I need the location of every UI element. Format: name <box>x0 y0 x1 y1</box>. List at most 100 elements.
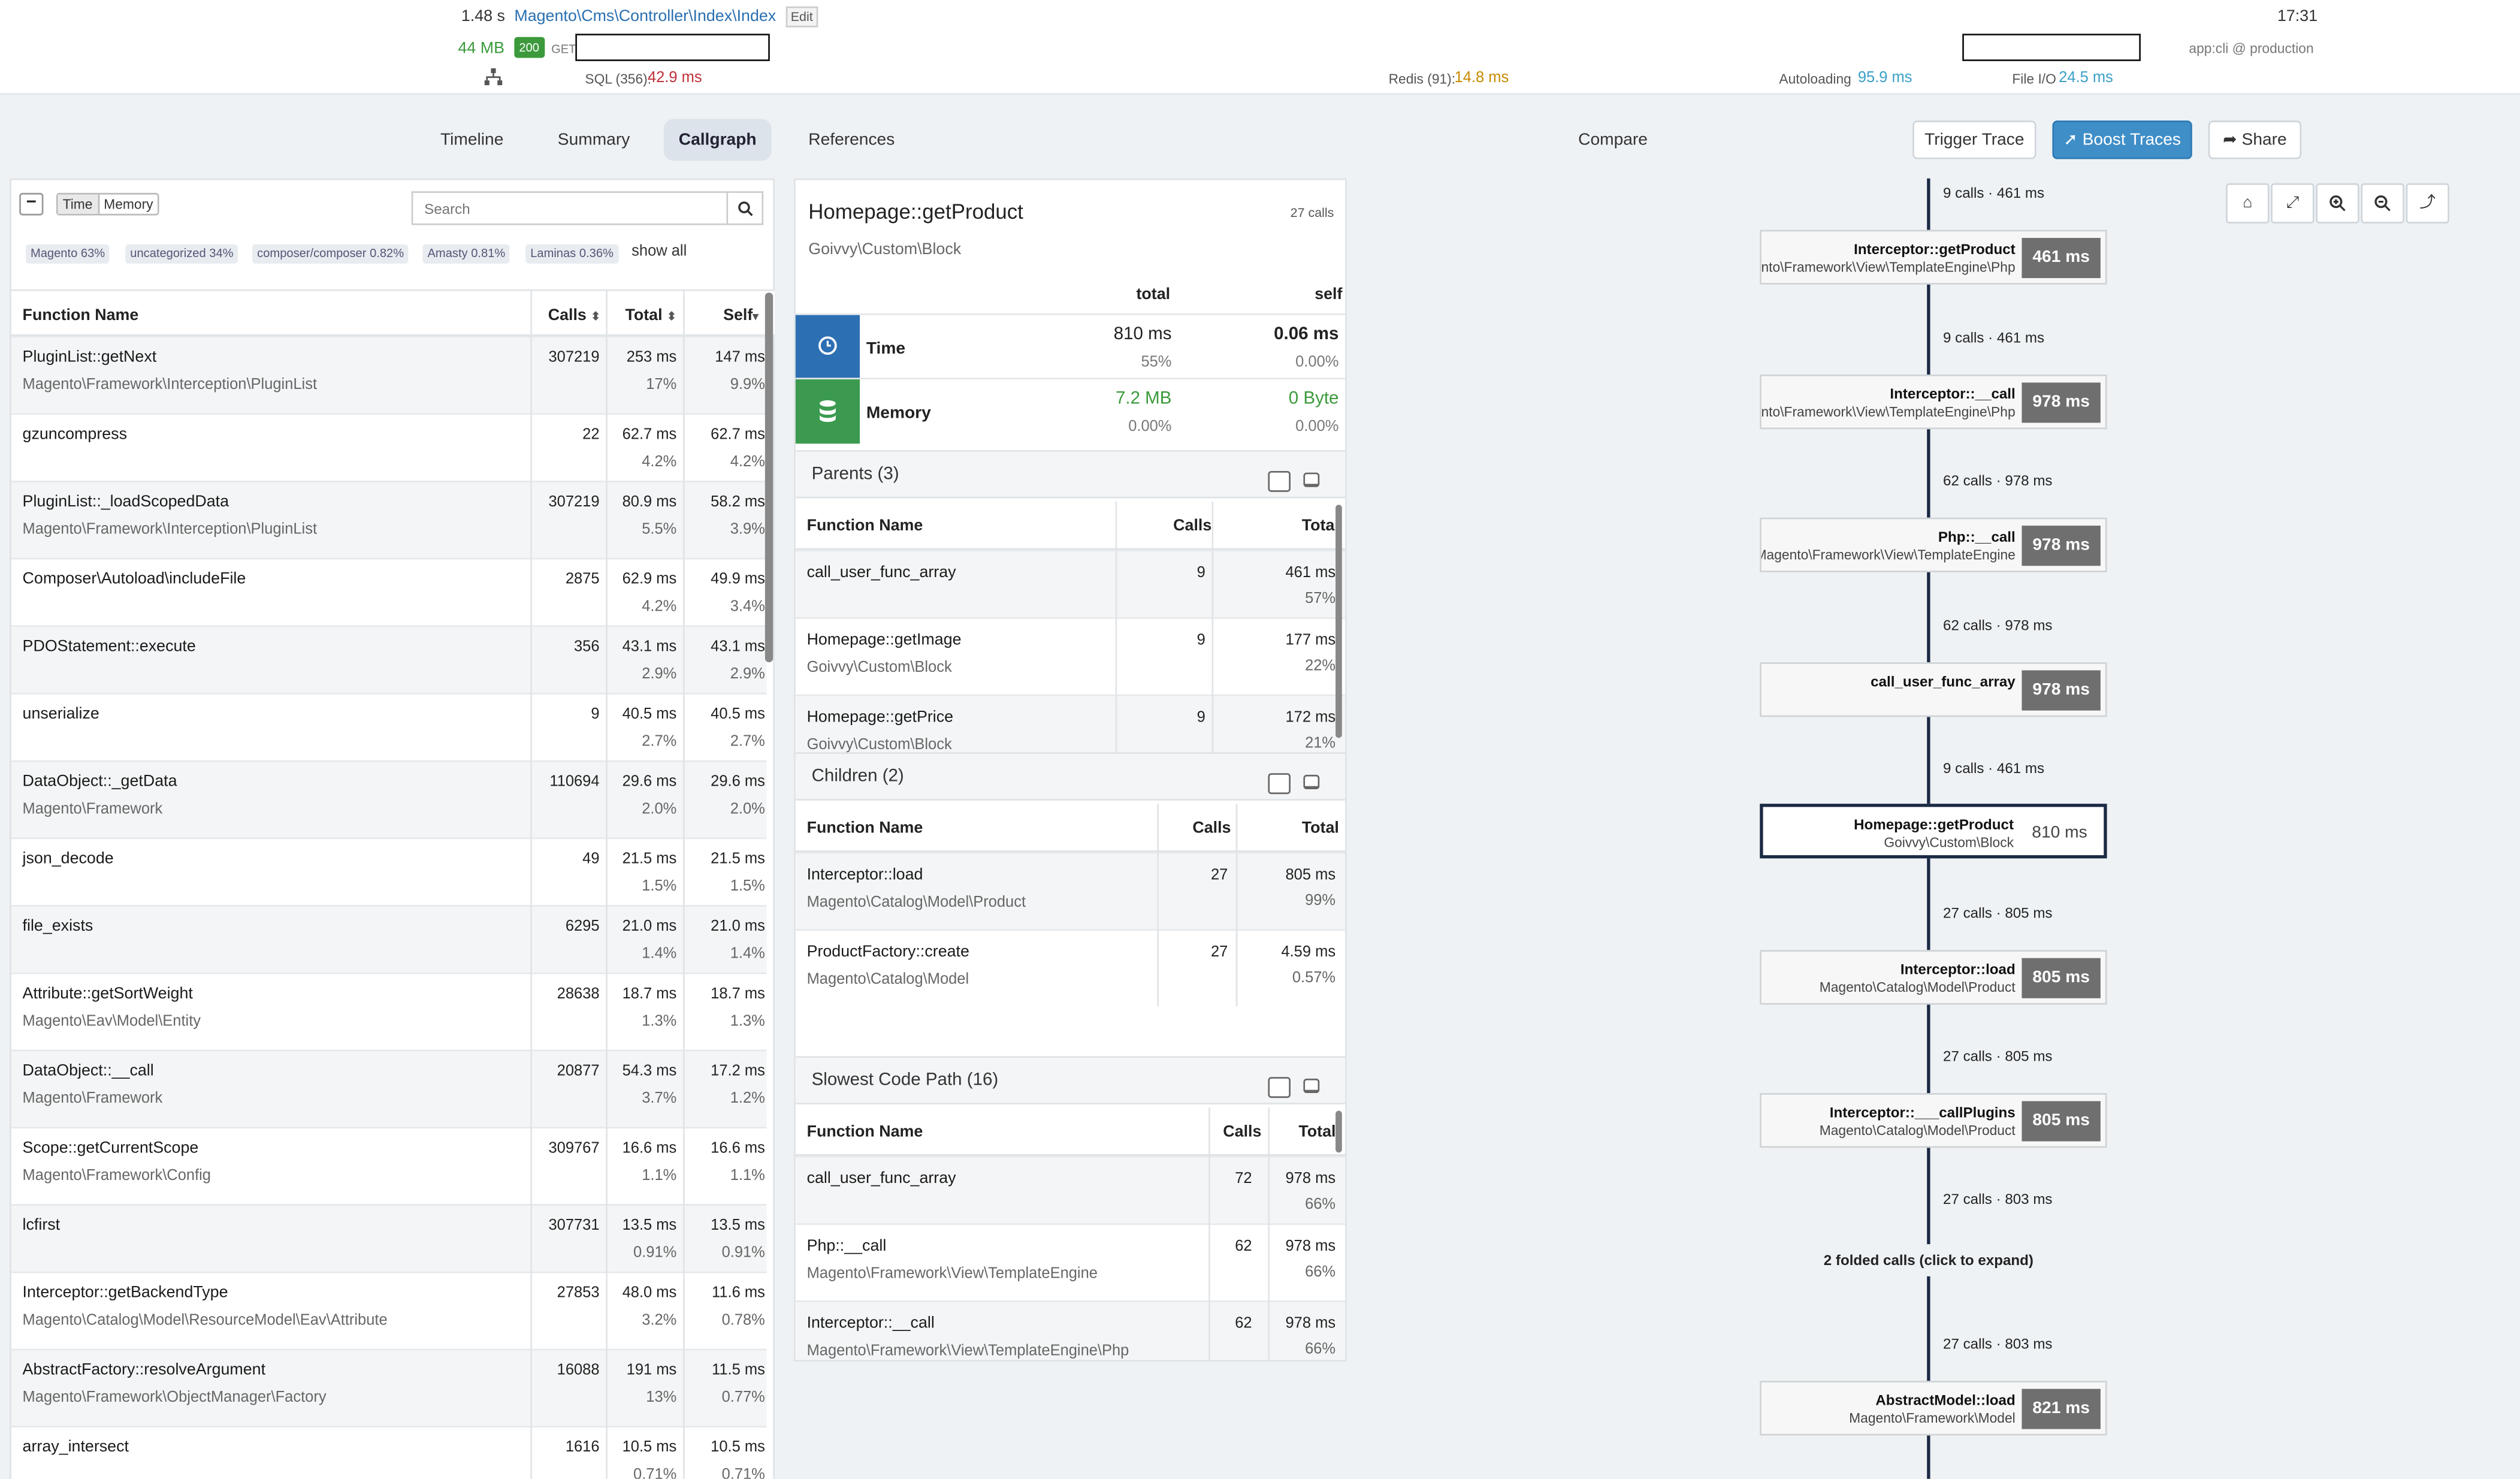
tab-summary[interactable]: Summary <box>557 130 630 150</box>
function-name[interactable]: Homepage::getPrice <box>806 708 954 727</box>
compare-link[interactable]: Compare <box>1578 130 1648 150</box>
function-name[interactable]: DataObject::_getData <box>22 773 177 791</box>
table-row[interactable]: json_decode 49 21.5 ms 1.5% 21.5 ms 1.5% <box>11 837 767 905</box>
total-pct: 66% <box>1305 1341 1336 1359</box>
function-name[interactable]: Interceptor::load <box>806 866 923 885</box>
time-toggle[interactable]: Time <box>58 194 98 214</box>
search-input[interactable] <box>411 191 729 225</box>
callgraph-node[interactable]: AbstractModel::load Magento\Framework\Mod… <box>1760 1381 2107 1436</box>
zoom-out-icon[interactable] <box>2361 183 2404 224</box>
table-row[interactable]: AbstractFactory::resolveArgument Magento\… <box>11 1348 767 1426</box>
network-icon[interactable] <box>484 68 503 87</box>
function-name[interactable]: call_user_func_array <box>806 1170 956 1188</box>
table-row[interactable]: Php::__call Magento\Framework\View\Templa… <box>795 1223 1346 1300</box>
window-icon[interactable] <box>1303 1078 1320 1094</box>
callgraph-node[interactable]: Interceptor::___callPlugins Magento\Catal… <box>1760 1093 2107 1148</box>
zoom-in-icon[interactable] <box>2316 183 2359 224</box>
edit-button[interactable]: Edit <box>785 6 818 28</box>
function-name[interactable]: DataObject::__call <box>22 1063 154 1080</box>
function-name[interactable]: json_decode <box>22 850 114 868</box>
tab-references[interactable]: References <box>808 130 895 150</box>
table-row[interactable]: lcfirst 307731 13.5 ms 0.91% 13.5 ms 0.91% <box>11 1204 767 1272</box>
function-name[interactable]: AbstractFactory::resolveArgument <box>22 1361 266 1380</box>
function-name[interactable]: PDOStatement::execute <box>22 638 196 656</box>
trigger-trace-button[interactable]: Trigger Trace <box>1912 120 2036 159</box>
table-row[interactable]: call_user_func_array 72 978 ms 66% <box>795 1155 1346 1224</box>
callgraph-node[interactable]: Interceptor::load Magento\Catalog\Model\P… <box>1760 950 2107 1005</box>
table-row[interactable]: Attribute::getSortWeight Magento\Eav\Mode… <box>11 972 767 1050</box>
callgraph-node[interactable]: Homepage::getProduct Goivvy\Custom\Block 8… <box>1760 804 2107 859</box>
node-time: 810 ms <box>2020 813 2099 854</box>
scrollbar[interactable] <box>765 292 773 663</box>
callgraph-node[interactable]: Php::__call Magento\Framework\View\Templa… <box>1760 517 2107 572</box>
function-name[interactable]: Attribute::getSortWeight <box>22 985 193 1003</box>
table-row[interactable]: Interceptor::__call Magento\Framework\Vie… <box>795 1300 1346 1360</box>
expand-icon[interactable] <box>1268 773 1291 795</box>
function-name[interactable]: ProductFactory::create <box>806 943 969 962</box>
table-row[interactable]: DataObject::_getData Magento\Framework 110… <box>11 760 767 838</box>
category-chip[interactable]: Amasty 0.81% <box>422 244 510 264</box>
table-row[interactable]: Interceptor::load Magento\Catalog\Model\P… <box>795 852 1346 929</box>
home-icon[interactable]: ⌂ <box>2226 183 2270 224</box>
table-row[interactable]: PluginList::getNext Magento\Framework\Int… <box>11 336 767 413</box>
callgraph-node[interactable]: Interceptor::__callMagento\Framework\Vie… <box>1760 374 2107 430</box>
callgraph-node[interactable]: call_user_func_array 978 ms <box>1760 662 2107 717</box>
callgraph-node[interactable]: Interceptor::getProductMagento\Framework… <box>1760 230 2107 285</box>
table-row[interactable]: DataObject::__call Magento\Framework 20877… <box>11 1049 767 1127</box>
fit-icon[interactable]: ⤢ <box>2271 183 2314 224</box>
table-row[interactable]: ProductFactory::create Magento\Catalog\Mo… <box>795 929 1346 1006</box>
function-name[interactable]: Interceptor::getBackendType <box>22 1284 228 1302</box>
function-name[interactable]: Php::__call <box>806 1237 887 1255</box>
category-chip[interactable]: composer/composer 0.82% <box>252 244 409 264</box>
function-name[interactable]: Scope::getCurrentScope <box>22 1139 199 1158</box>
scrollbar[interactable] <box>1335 1110 1342 1153</box>
function-name[interactable]: call_user_func_array <box>806 564 956 582</box>
category-chip[interactable]: uncategorized 34% <box>125 244 238 264</box>
memory-toggle[interactable]: Memory <box>97 194 158 214</box>
search-button[interactable] <box>728 191 764 225</box>
col-total[interactable]: Total ⬍ <box>625 307 676 325</box>
window-icon[interactable] <box>1303 472 1320 487</box>
col-calls[interactable]: Calls ⬍ <box>548 307 601 325</box>
table-row[interactable]: gzuncompress 22 62.7 ms 4.2% 62.7 ms 4.2% <box>11 413 767 481</box>
table-row[interactable]: Homepage::getImage Goivvy\Custom\Block 9 17… <box>795 617 1346 695</box>
table-row[interactable]: call_user_func_array 9 461 ms 57% <box>795 550 1346 618</box>
expand-icon[interactable] <box>1268 1077 1291 1098</box>
category-chip[interactable]: Magento 63% <box>25 244 110 264</box>
col-self[interactable]: Self▾ <box>723 307 759 325</box>
controller-link[interactable]: Magento\Cms\Controller\Index\Index <box>514 8 776 26</box>
table-row[interactable]: Composer\Autoload\includeFile 2875 62.9 ms… <box>11 557 767 626</box>
function-name[interactable]: gzuncompress <box>22 425 127 444</box>
table-row[interactable]: Scope::getCurrentScope Magento\Framework\… <box>11 1127 767 1204</box>
tab-callgraph[interactable]: Callgraph <box>663 119 772 161</box>
function-name[interactable]: Homepage::getImage <box>806 632 962 650</box>
go-up-icon[interactable]: ⤴ <box>2406 183 2449 224</box>
table-row[interactable]: Interceptor::getBackendType Magento\Catal… <box>11 1271 767 1349</box>
table-row[interactable]: unserialize 9 40.5 ms 2.7% 40.5 ms 2.7% <box>11 693 767 760</box>
table-row[interactable]: Homepage::getPrice Goivvy\Custom\Block 9 17… <box>795 694 1346 753</box>
tab-timeline[interactable]: Timeline <box>440 130 504 150</box>
window-icon[interactable] <box>1303 774 1320 790</box>
function-name[interactable]: PluginList::_loadScopedData <box>22 493 229 512</box>
table-row[interactable]: PDOStatement::execute 356 43.1 ms 2.9% 43.1 … <box>11 625 767 693</box>
function-name[interactable]: Interceptor::__call <box>806 1315 935 1333</box>
category-chip[interactable]: Laminas 0.36% <box>525 244 619 264</box>
total-pct: 22% <box>1305 657 1336 675</box>
table-row[interactable]: file_exists 6295 21.0 ms 1.4% 21.0 ms 1.4% <box>11 905 767 973</box>
function-name[interactable]: Composer\Autoload\includeFile <box>22 571 246 588</box>
scrollbar[interactable] <box>1335 505 1342 738</box>
boost-traces-button[interactable]: ➚ Boost Traces <box>2052 120 2192 159</box>
expand-icon[interactable] <box>1268 470 1291 492</box>
function-name[interactable]: array_intersect <box>22 1438 129 1457</box>
table-row[interactable]: PluginList::_loadScopedData Magento\Frame… <box>11 481 767 558</box>
function-name[interactable]: unserialize <box>22 705 99 724</box>
collapse-button[interactable]: − <box>19 192 44 216</box>
function-name[interactable]: PluginList::getNext <box>22 349 157 367</box>
col-function-name[interactable]: Function Name <box>22 307 139 325</box>
folded-calls-button[interactable]: 2 folded calls (click to expand) <box>1767 1244 2090 1276</box>
function-name[interactable]: lcfirst <box>22 1217 61 1235</box>
function-name[interactable]: file_exists <box>22 917 93 936</box>
share-button[interactable]: ➦ Share <box>2208 120 2302 159</box>
table-row[interactable]: array_intersect 1616 10.5 ms 0.71% 10.5 ms 0.… <box>11 1426 767 1479</box>
show-all-link[interactable]: show all <box>631 243 687 261</box>
